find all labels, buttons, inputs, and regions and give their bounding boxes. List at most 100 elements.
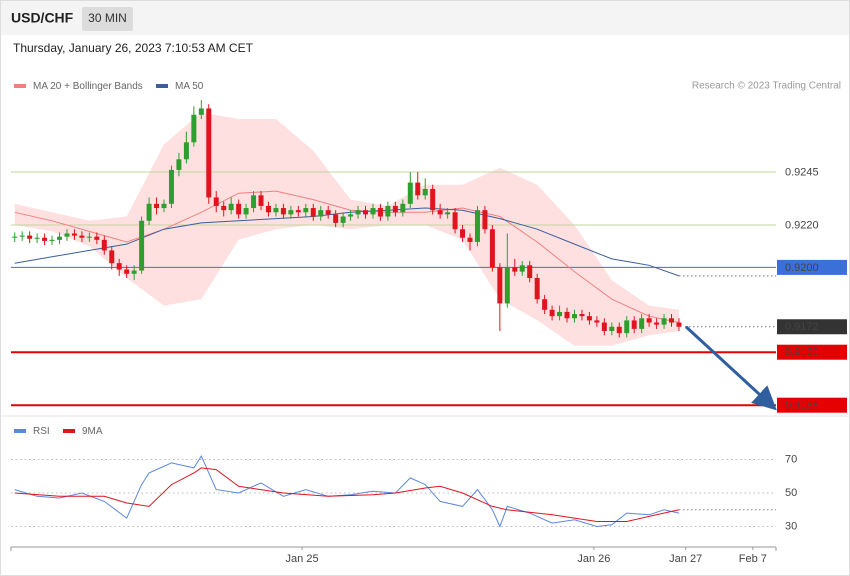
level-label: 0.9172: [785, 321, 819, 333]
candle-body: [452, 212, 458, 230]
candle-body: [661, 318, 667, 325]
legend-swatch: [63, 429, 75, 433]
candle-body: [512, 267, 518, 272]
candle-body: [489, 229, 495, 268]
candle-body: [639, 318, 645, 329]
candle-body: [676, 322, 682, 327]
candle-body: [86, 236, 92, 238]
candle-body: [557, 311, 563, 317]
candle-body: [79, 235, 85, 238]
candle-body: [109, 250, 115, 264]
header-bar: [1, 1, 849, 35]
candle-body: [258, 195, 264, 206]
candle-body: [474, 210, 480, 242]
legend-label: RSI: [33, 426, 50, 437]
level-label: 0.9245: [785, 166, 819, 178]
timestamp: Thursday, January 26, 2023 7:10:53 AM CE…: [13, 41, 254, 55]
candle-body: [519, 265, 525, 272]
candle-body: [34, 237, 40, 239]
candle-body: [631, 320, 637, 329]
x-tick-label: Jan 26: [577, 553, 610, 565]
candle-body: [325, 210, 331, 215]
candle-body: [139, 220, 145, 271]
candle-body: [42, 237, 48, 241]
x-tick-label: Jan 25: [286, 553, 319, 565]
candle-body: [57, 236, 63, 240]
candle-body: [295, 210, 301, 213]
symbol: USD/CHF: [11, 10, 74, 26]
candle-body: [176, 159, 182, 170]
y-tick-label: 70: [785, 453, 797, 465]
credit: Research © 2023 Trading Central: [692, 81, 841, 92]
candle-body: [154, 203, 160, 209]
x-tick-label: Feb 7: [739, 553, 767, 565]
candle-body: [228, 203, 234, 211]
candle-body: [609, 326, 615, 331]
candle-body: [131, 270, 137, 274]
candle-body: [445, 212, 451, 215]
candle-body: [183, 142, 189, 160]
candle-body: [669, 318, 675, 323]
candle-body: [280, 208, 286, 215]
candle-body: [251, 195, 257, 209]
level-label: 0.9160: [785, 347, 819, 359]
candle-body: [460, 229, 466, 238]
candle-body: [168, 169, 174, 204]
candle-body: [601, 322, 607, 331]
indicator-line: [14, 467, 680, 522]
candle-body: [191, 114, 197, 143]
candle-body: [116, 263, 122, 270]
legend-label: 9MA: [82, 426, 103, 437]
candle-body: [624, 320, 630, 334]
legend-swatch: [14, 84, 26, 88]
candle-body: [571, 314, 577, 319]
legend-swatch: [14, 429, 26, 433]
candle-body: [303, 208, 309, 213]
candle-body: [340, 216, 346, 223]
candle-body: [482, 210, 488, 230]
candle-body: [12, 236, 18, 238]
bollinger-band: [14, 112, 679, 346]
candle-body: [94, 236, 100, 240]
candle-body: [542, 299, 548, 310]
candle-body: [213, 197, 219, 206]
candle-body: [579, 314, 585, 317]
candle-body: [265, 205, 271, 213]
forecast-arrow: [684, 325, 777, 411]
candle-body: [124, 269, 130, 274]
interval[interactable]: 30 MIN: [88, 11, 127, 25]
legend-label: MA 20 + Bollinger Bands: [33, 81, 143, 92]
candle-body: [415, 182, 421, 196]
candle-body: [646, 318, 652, 323]
candle-body: [407, 182, 413, 204]
y-tick-label: 50: [785, 487, 797, 499]
candle-body: [49, 239, 55, 241]
candle-body: [355, 210, 361, 215]
candle-body: [161, 203, 167, 209]
legend-swatch: [156, 84, 168, 88]
y-tick-label: 30: [785, 520, 797, 532]
candle-body: [288, 210, 294, 215]
candle-body: [564, 311, 570, 319]
candle-body: [549, 309, 555, 317]
level-label: 0.9220: [785, 219, 819, 231]
candle-body: [19, 235, 25, 237]
candle-body: [392, 205, 398, 213]
level-box: [777, 259, 847, 275]
candle-body: [243, 208, 249, 215]
interval-chip[interactable]: [82, 7, 133, 31]
candle-body: [586, 316, 592, 321]
candle-body: [534, 278, 540, 300]
candle-body: [527, 265, 533, 278]
candle-body: [504, 267, 510, 304]
level-box: [777, 319, 847, 335]
candle-body: [101, 239, 107, 251]
candle-body: [497, 267, 503, 304]
candle-body: [64, 233, 70, 237]
candle-body: [318, 210, 324, 217]
candle-body: [422, 188, 428, 196]
candle-body: [198, 108, 204, 115]
candle-body: [71, 233, 77, 236]
